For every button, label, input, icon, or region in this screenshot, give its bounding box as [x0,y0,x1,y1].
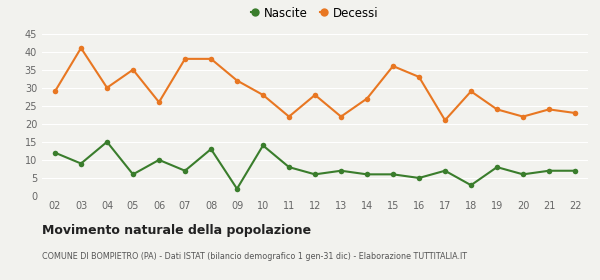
Text: Movimento naturale della popolazione: Movimento naturale della popolazione [42,224,311,237]
Nascite [208,147,215,151]
Decessi [155,101,163,104]
Decessi [286,115,293,118]
Decessi [545,108,553,111]
Decessi [415,75,422,79]
Decessi [259,93,266,97]
Decessi [181,57,188,60]
Decessi [233,79,241,82]
Decessi [493,108,500,111]
Decessi [208,57,215,60]
Decessi [442,118,449,122]
Decessi [520,115,527,118]
Nascite [52,151,59,154]
Nascite [571,169,578,172]
Decessi [364,97,371,100]
Nascite [467,183,475,187]
Legend: Nascite, Decessi: Nascite, Decessi [247,2,383,24]
Nascite [364,173,371,176]
Nascite [181,169,188,172]
Line: Nascite: Nascite [52,139,578,192]
Nascite [286,165,293,169]
Decessi [571,111,578,115]
Nascite [442,169,449,172]
Decessi [389,64,397,68]
Nascite [337,169,344,172]
Nascite [545,169,553,172]
Nascite [103,140,110,144]
Text: COMUNE DI BOMPIETRO (PA) - Dati ISTAT (bilancio demografico 1 gen-31 dic) - Elab: COMUNE DI BOMPIETRO (PA) - Dati ISTAT (b… [42,252,467,261]
Line: Decessi: Decessi [52,45,578,123]
Nascite [493,165,500,169]
Nascite [155,158,163,162]
Nascite [520,173,527,176]
Decessi [52,90,59,93]
Nascite [311,173,319,176]
Nascite [233,187,241,190]
Decessi [467,90,475,93]
Nascite [389,173,397,176]
Decessi [103,86,110,89]
Decessi [311,93,319,97]
Decessi [130,68,137,71]
Decessi [337,115,344,118]
Nascite [415,176,422,180]
Nascite [259,144,266,147]
Nascite [130,173,137,176]
Nascite [77,162,85,165]
Decessi [77,46,85,50]
